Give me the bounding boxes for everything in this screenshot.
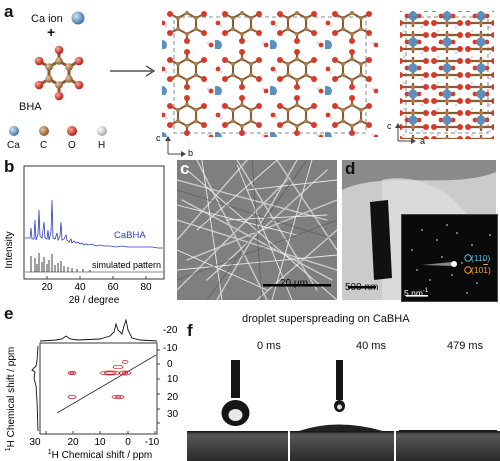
legend-label-c: C bbox=[40, 140, 48, 151]
axis-label-c-left: c bbox=[156, 133, 161, 143]
nmr-contours bbox=[67, 360, 132, 400]
crystal-structure-bc bbox=[162, 11, 378, 137]
nmr-ylabel: 1H Chemical shift / ppm bbox=[5, 347, 17, 452]
reaction-arrow bbox=[110, 65, 156, 77]
crystal-structure-ac bbox=[400, 11, 494, 139]
xrd-xlabel: 2θ / degree bbox=[69, 295, 120, 305]
nmr-top-projection bbox=[39, 318, 158, 342]
atom-legend-spheres bbox=[9, 126, 107, 136]
droplet-40ms bbox=[299, 360, 383, 431]
nmr-xtick-30: 30 bbox=[29, 437, 41, 448]
xrd-cabha-trace bbox=[25, 199, 163, 249]
nmr-xlabel: 1H Chemical shift / ppm bbox=[48, 449, 153, 461]
nmr-xtick-0: 0 bbox=[125, 437, 131, 448]
saed-spot-110: (110) bbox=[471, 253, 491, 263]
xrd-tick-20: 20 bbox=[41, 282, 53, 293]
bha-label: BHA bbox=[19, 101, 42, 113]
ca-ion-sphere bbox=[71, 11, 85, 25]
nmr-diagonal bbox=[56, 354, 157, 414]
ca-ion-label: Ca ion bbox=[31, 13, 63, 25]
xrd-tick-40: 40 bbox=[74, 282, 86, 293]
axis-label-c-right: c bbox=[387, 121, 392, 131]
time-label-479ms: 479 ms bbox=[447, 340, 484, 352]
panel-f-label: f bbox=[187, 321, 193, 340]
nmr-xtick-20: 20 bbox=[67, 437, 79, 448]
xrd-tick-80: 80 bbox=[140, 282, 152, 293]
nmr-left-projection bbox=[31, 345, 39, 432]
tem-rod bbox=[370, 200, 392, 280]
time-label-40ms: 40 ms bbox=[356, 340, 386, 352]
sem-scalebar-label: 20 µm bbox=[280, 278, 308, 289]
xrd-simulated-sticks bbox=[30, 253, 91, 272]
xrd-simulated-label: simulated pattern bbox=[92, 260, 161, 270]
xrd-plot: Intensity CaBHA simulated pattern 20 40 … bbox=[4, 165, 165, 305]
droplet-479ms bbox=[399, 430, 497, 432]
xrd-cabha-label: CaBHA bbox=[114, 230, 146, 241]
panel-b-label: b bbox=[4, 157, 15, 176]
sem-fibers bbox=[177, 160, 337, 300]
time-label-0ms: 0 ms bbox=[257, 340, 281, 352]
xrd-tick-60: 60 bbox=[107, 282, 119, 293]
bha-molecule bbox=[34, 45, 84, 101]
plus-sign: + bbox=[47, 24, 56, 40]
saed-spot-10-1: (101) bbox=[471, 265, 491, 275]
panel-e-label: e bbox=[4, 304, 14, 323]
axis-arrows-ac bbox=[395, 123, 416, 144]
nmr-xtick-neg10: -10 bbox=[145, 437, 160, 448]
sem-image bbox=[177, 160, 337, 300]
nmr-xtick-10: 10 bbox=[94, 437, 106, 448]
axis-label-b: b bbox=[188, 148, 194, 158]
panel-c-label: c bbox=[180, 159, 190, 178]
nmr-ytick-10: 10 bbox=[167, 374, 179, 385]
nmr-ytick-20: 20 bbox=[167, 392, 179, 403]
panel-a-label: a bbox=[4, 2, 14, 21]
legend-label-ca: Ca bbox=[7, 140, 20, 151]
panel-d-label: d bbox=[345, 159, 356, 178]
nmr-ytick-neg20: -20 bbox=[163, 325, 178, 336]
legend-label-h: H bbox=[98, 140, 106, 151]
saed-inset bbox=[401, 214, 498, 302]
nmr-ytick-30: 30 bbox=[167, 409, 179, 420]
droplet-0ms bbox=[221, 360, 250, 426]
axis-label-a: a bbox=[420, 136, 426, 146]
nmr-plot: 30 20 10 0 -10 -20 -10 0 10 20 30 1H Che… bbox=[5, 318, 179, 461]
legend-label-o: O bbox=[68, 140, 76, 151]
axis-arrows-bc bbox=[165, 136, 186, 157]
nmr-ytick-neg10: -10 bbox=[163, 343, 178, 354]
saed-scale-label: 5 nm-1 bbox=[404, 287, 429, 298]
saed-pattern bbox=[402, 215, 497, 301]
tem-scalebar-label: 500 nm bbox=[345, 282, 379, 293]
nmr-ytick-0: 0 bbox=[167, 359, 173, 370]
droplet-frames bbox=[187, 360, 500, 461]
droplet-title: droplet superspreading on CaBHA bbox=[242, 313, 410, 325]
xrd-ylabel: Intensity bbox=[4, 231, 15, 268]
